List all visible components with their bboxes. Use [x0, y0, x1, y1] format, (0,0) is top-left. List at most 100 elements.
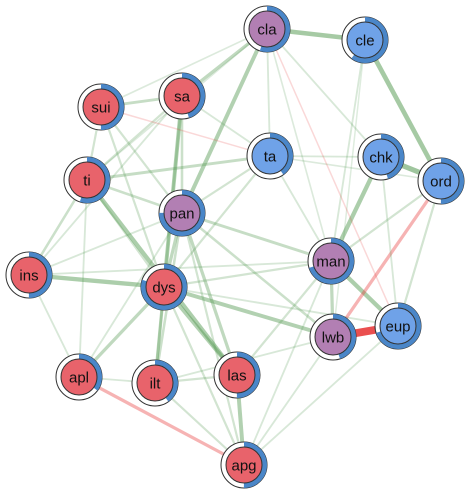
- node-ring-arc: [221, 442, 267, 488]
- node-ring-arc: [159, 190, 205, 236]
- node-label: ilt: [150, 376, 162, 393]
- edge-layer: [27, 26, 444, 467]
- edge-cle-ord: [362, 38, 444, 183]
- edge-pan-las: [180, 212, 239, 376]
- edge-cle-man: [330, 39, 366, 262]
- node-ta[interactable]: ta: [246, 132, 294, 180]
- edge-eup-apg: [243, 325, 399, 466]
- edge-dys-eup: [163, 286, 399, 327]
- node-ring-arc: [342, 17, 388, 63]
- edge-cla-chk: [266, 28, 382, 158]
- node-label: ins: [19, 268, 38, 285]
- node-label: las: [227, 368, 246, 385]
- node-ring-arc: [247, 133, 293, 179]
- edge-pan-apl: [78, 212, 183, 378]
- edge-cla-eup: [266, 28, 399, 327]
- node-label: apg: [231, 458, 256, 475]
- node-label: apl: [69, 370, 89, 387]
- node-disc: [82, 88, 120, 126]
- node-ring-arc: [310, 314, 356, 360]
- node-label: ti: [83, 173, 91, 190]
- node-disc: [251, 137, 289, 175]
- edge-dys-lwb: [163, 285, 334, 339]
- node-label: cle: [355, 33, 374, 50]
- edge-pan-apg: [180, 212, 246, 466]
- node-ring-arc: [214, 352, 260, 398]
- node-label: sui: [91, 100, 110, 117]
- edge-ta-dys: [163, 155, 271, 288]
- node-ring-arc: [244, 6, 290, 52]
- node-ring-arc: [56, 354, 102, 400]
- node-apl[interactable]: apl: [55, 353, 103, 401]
- node-disc: [225, 446, 263, 484]
- node-ring-arc: [308, 238, 354, 284]
- node-ring-arc: [132, 360, 178, 406]
- edge-cla-pan: [180, 28, 269, 214]
- edge-ins-man: [28, 260, 332, 276]
- edge-dys-apg: [162, 286, 246, 466]
- node-layer: cla cle sui sa ta chk ti ord pan ins man dys lwb eup a…: [5, 5, 465, 489]
- node-cla[interactable]: cla: [243, 5, 291, 53]
- edge-sui-ta: [100, 106, 271, 157]
- node-label: eup: [385, 319, 410, 336]
- node-disc: [312, 242, 350, 280]
- node-ring-arc: [78, 84, 124, 130]
- node-label: cla: [257, 22, 277, 39]
- node-disc: [362, 138, 400, 176]
- node-disc: [422, 162, 460, 200]
- edge-sui-dys: [99, 106, 166, 288]
- node-label: chk: [369, 150, 393, 167]
- node-disc: [314, 318, 352, 356]
- node-label: ta: [264, 149, 277, 166]
- node-disc: [248, 10, 286, 48]
- node-disc: [379, 307, 417, 345]
- node-label: pan: [169, 206, 194, 223]
- node-label: man: [316, 254, 345, 271]
- node-label: dys: [152, 280, 175, 297]
- node-disc: [218, 356, 256, 394]
- node-apg[interactable]: apg: [220, 441, 268, 489]
- node-ring-arc: [6, 252, 52, 298]
- node-sa[interactable]: sa: [158, 72, 206, 120]
- node-label: lwb: [322, 330, 345, 347]
- node-disc: [68, 161, 106, 199]
- edge-ta-ti: [86, 154, 271, 182]
- node-ti[interactable]: ti: [63, 156, 111, 204]
- node-man[interactable]: man: [307, 237, 355, 285]
- node-dys[interactable]: dys: [140, 263, 188, 311]
- node-sui[interactable]: sui: [77, 83, 125, 131]
- node-disc: [346, 21, 384, 59]
- edge-sa-ilt: [153, 95, 184, 384]
- node-cle[interactable]: cle: [341, 16, 389, 64]
- node-ins[interactable]: ins: [5, 251, 53, 299]
- node-disc: [10, 256, 48, 294]
- edge-lwb-apg: [243, 336, 334, 466]
- node-chk[interactable]: chk: [357, 133, 405, 181]
- node-disc: [145, 268, 183, 306]
- node-ring-arc: [159, 73, 205, 119]
- node-las[interactable]: las: [213, 351, 261, 399]
- edge-man-apg: [243, 260, 332, 466]
- edge-lwb-ord: [331, 180, 443, 338]
- edge-pan-ins: [28, 212, 183, 276]
- edge-ta-ord: [269, 155, 442, 182]
- node-ring-arc: [141, 264, 187, 310]
- edge-cla-man: [266, 28, 332, 262]
- node-ring-arc: [418, 158, 464, 204]
- node-label: ord: [430, 174, 452, 191]
- edge-eup-chk: [380, 156, 399, 327]
- edge-man-las: [236, 260, 332, 376]
- node-ring-arc: [64, 157, 110, 203]
- edge-eup-ord: [396, 180, 443, 327]
- node-disc: [163, 194, 201, 232]
- node-eup[interactable]: eup: [374, 302, 422, 350]
- node-ord[interactable]: ord: [417, 157, 465, 205]
- node-pan[interactable]: pan: [158, 189, 206, 237]
- node-disc: [60, 358, 98, 396]
- node-ilt[interactable]: ilt: [131, 359, 179, 407]
- edge-pan-man: [181, 211, 332, 263]
- node-disc: [163, 77, 201, 115]
- edge-apl-apg: [78, 375, 245, 467]
- node-lwb[interactable]: lwb: [309, 313, 357, 361]
